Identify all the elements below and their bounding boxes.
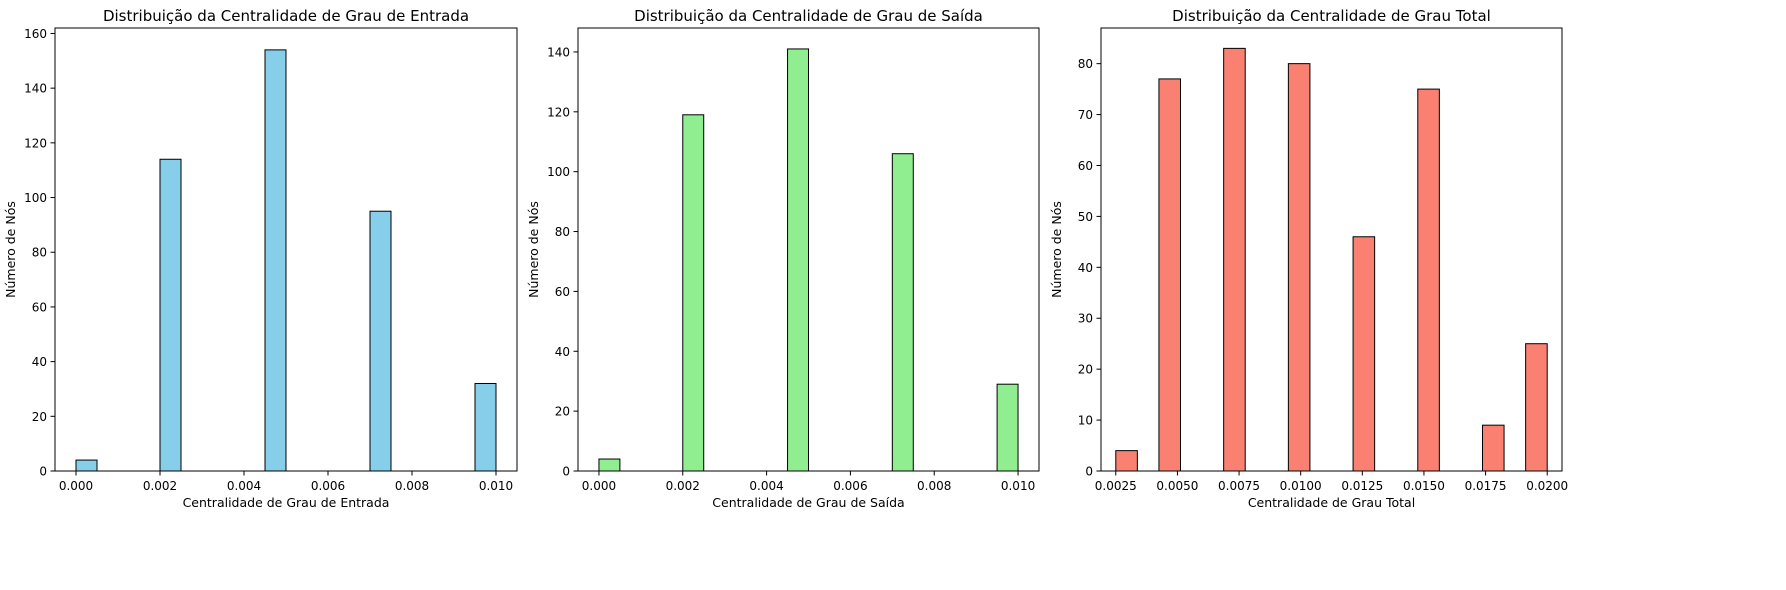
- chart-title: Distribuição da Centralidade de Grau de …: [634, 7, 983, 25]
- y-tick-label: 30: [1078, 312, 1093, 326]
- x-tick-label: 0.004: [227, 479, 261, 493]
- y-tick-label: 60: [32, 300, 47, 314]
- chart-title: Distribuição da Centralidade de Grau Tot…: [1172, 7, 1491, 25]
- axes-frame: [54, 27, 518, 472]
- x-tick-label: 0.0025: [1095, 479, 1137, 493]
- x-tick-label: 0.0175: [1465, 479, 1507, 493]
- y-tick-label: 140: [24, 82, 47, 96]
- y-tick-label: 70: [1078, 108, 1093, 122]
- axes-frame: [577, 27, 1040, 472]
- x-tick-label: 0.0075: [1218, 479, 1260, 493]
- y-tick-label: 80: [1078, 57, 1093, 71]
- histogram-bar-4: [474, 382, 497, 472]
- x-tick-label: 0.000: [582, 479, 616, 493]
- histogram-bar-5: [1417, 88, 1440, 472]
- y-tick-label: 0: [1085, 465, 1093, 479]
- x-tick-label: 0.002: [666, 479, 700, 493]
- histogram-bar-0: [75, 459, 98, 472]
- y-tick-label: 20: [32, 410, 47, 424]
- x-tick-label: 0.010: [1001, 479, 1035, 493]
- histogram-bar-1: [159, 158, 182, 472]
- y-tick-label: 160: [24, 27, 47, 41]
- x-axis-label: Centralidade de Grau de Entrada: [183, 495, 390, 510]
- histogram-bar-3: [891, 153, 914, 472]
- x-tick-label: 0.008: [917, 479, 951, 493]
- y-tick-label: 40: [32, 355, 47, 369]
- histogram-bar-3: [369, 210, 392, 472]
- y-axis-label: Número de Nós: [1049, 201, 1064, 298]
- x-axis-label: Centralidade de Grau de Saída: [712, 495, 904, 510]
- histogram-bar-4: [1352, 236, 1376, 472]
- y-tick-label: 20: [1078, 363, 1093, 377]
- histogram-bar-7: [1525, 343, 1548, 472]
- histogram-bar-1: [682, 114, 705, 472]
- y-tick-label: 100: [24, 191, 47, 205]
- y-tick-label: 60: [1078, 159, 1093, 173]
- chart-out-degree: 0.000 0.002 0.004 0.006 0.008 0.010 0 20 40 60 80 1…: [526, 7, 1040, 510]
- x-axis-label: Centralidade de Grau Total: [1248, 495, 1415, 510]
- y-tick-label: 80: [32, 246, 47, 260]
- y-tick-label: 10: [1078, 414, 1093, 428]
- y-tick-label: 20: [555, 405, 570, 419]
- y-tick-label: 80: [555, 225, 570, 239]
- histogram-bar-3: [1287, 63, 1311, 472]
- y-tick-label: 0: [39, 465, 47, 479]
- x-tick-label: 0.0100: [1280, 479, 1322, 493]
- histogram-bar-2: [1223, 47, 1246, 472]
- y-tick-label: 120: [24, 136, 47, 150]
- y-tick-label: 0: [562, 465, 570, 479]
- x-tick-label: 0.0050: [1156, 479, 1198, 493]
- histogram-bar-2: [787, 48, 809, 472]
- histogram-bar-1: [1158, 78, 1182, 472]
- y-tick-label: 100: [547, 165, 570, 179]
- histogram-bar-0: [1115, 450, 1138, 472]
- x-tick-label: 0.0125: [1341, 479, 1383, 493]
- histogram-bar-2: [264, 49, 287, 472]
- chart-total-degree: 0.0025 0.0050 0.0075 0.0100 0.0125 0.0150 0.01…: [1049, 7, 1568, 510]
- x-tick-label: 0.0200: [1526, 479, 1568, 493]
- x-tick-label: 0.006: [833, 479, 867, 493]
- x-tick-label: 0.0150: [1403, 479, 1445, 493]
- y-tick-label: 40: [1078, 261, 1093, 275]
- y-axis-label: Número de Nós: [526, 201, 541, 298]
- x-tick-label: 0.000: [59, 479, 93, 493]
- chart-in-degree: 0.000 0.002 0.004 0.006 0.008 0.010 0 20 40 60 80 1…: [3, 7, 518, 510]
- x-tick-label: 0.010: [479, 479, 513, 493]
- chart-title: Distribuição da Centralidade de Grau de …: [103, 7, 469, 25]
- y-tick-label: 40: [555, 345, 570, 359]
- axes-frame: [1100, 27, 1563, 472]
- x-tick-label: 0.004: [749, 479, 783, 493]
- y-tick-label: 120: [547, 105, 570, 119]
- histogram-bar-4: [996, 383, 1019, 472]
- y-tick-label: 140: [547, 45, 570, 59]
- histogram-bar-0: [598, 458, 621, 472]
- x-tick-label: 0.002: [143, 479, 177, 493]
- x-tick-label: 0.008: [395, 479, 429, 493]
- histogram-bar-6: [1482, 424, 1505, 472]
- y-tick-label: 60: [555, 285, 570, 299]
- y-tick-label: 50: [1078, 210, 1093, 224]
- y-axis-label: Número de Nós: [3, 201, 18, 298]
- x-tick-label: 0.006: [311, 479, 345, 493]
